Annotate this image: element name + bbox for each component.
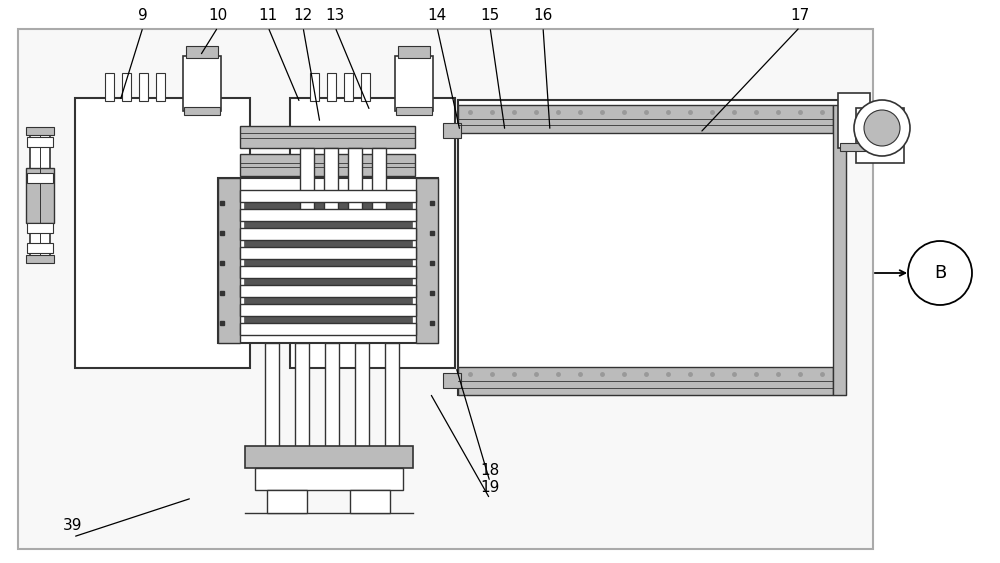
Circle shape [908,241,972,305]
Bar [372,148,386,213]
Bar [348,148,362,213]
Bar [355,343,369,448]
Circle shape [864,110,900,146]
Bar [255,468,403,490]
Bar [458,105,833,133]
Bar [416,178,438,343]
Bar [26,255,54,263]
Bar [30,133,50,263]
Bar [244,316,412,323]
Bar [290,98,455,368]
Bar [458,367,833,395]
Bar [240,190,416,202]
Bar [186,46,218,58]
Text: B: B [934,264,946,282]
Text: 17: 17 [790,8,810,23]
Bar [240,154,415,176]
Bar [443,123,461,138]
Bar [244,259,412,266]
Bar [244,221,412,228]
Bar [156,73,165,101]
Text: 16: 16 [533,8,553,23]
Bar [122,73,131,101]
Bar [244,297,412,304]
Bar [240,323,416,335]
Bar [240,247,416,259]
Bar [240,266,416,278]
Text: 18: 18 [480,463,500,478]
Bar [344,73,353,101]
Bar [265,343,279,448]
Bar [300,148,314,213]
Bar [856,108,904,163]
Bar [240,304,416,316]
Bar [240,209,416,221]
Bar [398,46,430,58]
Bar [218,178,438,343]
Bar [75,98,250,368]
Bar [26,168,54,223]
Bar [218,178,240,343]
Bar [325,343,339,448]
Bar [310,73,319,101]
Text: 39: 39 [63,518,83,533]
Bar [244,278,412,285]
Bar [184,107,220,115]
Bar [267,490,307,513]
Text: 12: 12 [293,8,313,23]
Bar [27,137,53,147]
Text: 11: 11 [258,8,278,23]
Bar [139,73,148,101]
Bar [350,490,390,513]
Bar [240,126,415,148]
Bar [183,56,221,111]
Bar [244,202,412,209]
Bar [385,343,399,448]
Bar [396,107,432,115]
Bar [26,127,54,135]
Text: 15: 15 [480,8,500,23]
Bar [443,373,461,388]
Bar [240,285,416,297]
Bar [245,446,413,468]
Circle shape [854,100,910,156]
Bar [327,73,336,101]
Bar [838,93,870,148]
Bar [105,73,114,101]
Bar [240,228,416,240]
Text: 19: 19 [480,480,500,495]
Bar [458,100,846,395]
Bar [27,243,53,253]
Bar [361,73,370,101]
Bar [324,148,338,213]
Text: 9: 9 [138,8,148,23]
Text: 14: 14 [427,8,447,23]
Bar [27,223,53,233]
Text: 13: 13 [325,8,345,23]
Text: 10: 10 [208,8,228,23]
Bar [27,173,53,183]
Bar [840,143,868,151]
Bar [244,240,412,247]
Bar [18,29,873,549]
Bar [395,56,433,111]
Bar [833,105,846,395]
Bar [295,343,309,448]
